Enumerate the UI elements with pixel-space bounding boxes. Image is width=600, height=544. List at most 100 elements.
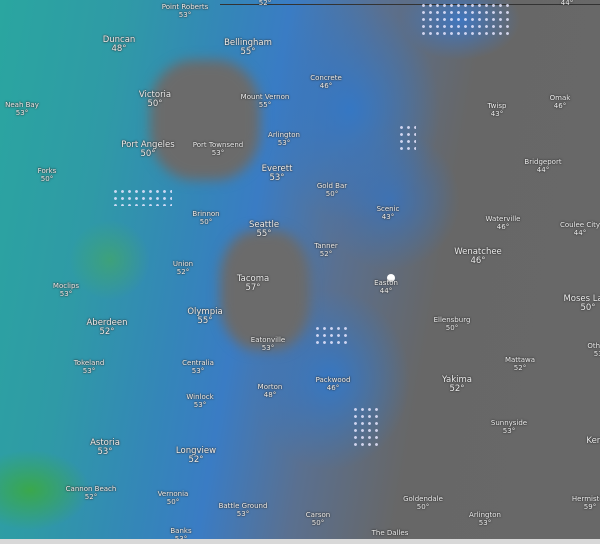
place-label[interactable]: Centralia 53° <box>182 359 214 375</box>
place-label[interactable]: Concrete 46° <box>310 74 342 90</box>
place-label[interactable]: Forks 50° <box>38 167 57 183</box>
place-label[interactable]: The Dalles <box>372 529 409 538</box>
place-name: Astoria <box>90 438 120 448</box>
place-label[interactable]: Scenic 43° <box>377 205 400 221</box>
place-name: Longview <box>175 446 217 456</box>
place-label[interactable]: Carson 50° <box>305 511 331 527</box>
place-temperature: 48° <box>263 390 277 399</box>
place-temperature: 52° <box>176 267 190 276</box>
place-temperature: 50° <box>40 174 54 183</box>
place-name: Arlington <box>469 511 501 519</box>
place-label[interactable]: Bridgeport 44° <box>524 158 561 174</box>
selected-location-marker[interactable] <box>387 274 395 282</box>
place-name: Winlock <box>186 393 214 401</box>
place-temperature: 53° <box>211 148 225 157</box>
place-label[interactable]: Duncan 48° <box>103 35 136 55</box>
place-name: Everett <box>261 164 293 174</box>
place-temperature: 53° <box>269 173 285 184</box>
place-label[interactable]: Packwood 46° <box>316 376 351 392</box>
place-temperature: 53° <box>193 400 207 409</box>
place-label[interactable]: Tacoma 57° <box>237 274 269 294</box>
place-label[interactable]: Point Roberts 53° <box>162 3 208 19</box>
place-name: Banks <box>170 527 192 535</box>
place-label[interactable]: Kenn <box>586 436 600 446</box>
place-name: Seattle <box>248 220 280 230</box>
bottom-bar <box>0 539 600 544</box>
place-temperature: 43° <box>490 109 504 118</box>
place-temperature: 52° <box>449 384 465 395</box>
place-temperature: 46° <box>470 256 486 267</box>
place-label[interactable]: Cannon Beach 52° <box>66 485 117 501</box>
place-label[interactable]: Goldendale 50° <box>403 495 443 511</box>
place-label[interactable]: Morton 48° <box>258 383 283 399</box>
place-label[interactable]: Union 52° <box>173 260 193 276</box>
place-label[interactable]: Arlington 53° <box>268 131 300 147</box>
place-label[interactable]: Omak 46° <box>550 94 571 110</box>
place-name: Carson <box>305 511 331 519</box>
place-temperature: 46° <box>326 383 340 392</box>
place-label[interactable]: Neah Bay 53° <box>5 101 39 117</box>
place-name: Bellingham <box>224 38 272 48</box>
place-temperature: 59° <box>583 502 597 511</box>
place-label[interactable]: Easton 44° <box>374 279 398 295</box>
place-label[interactable]: Twisp 43° <box>488 102 507 118</box>
place-label[interactable]: Mattawa 52° <box>505 356 535 372</box>
place-label[interactable]: Olympia 55° <box>187 307 222 327</box>
place-label[interactable]: Yakima 52° <box>442 375 472 395</box>
place-label[interactable]: Moclips 53° <box>53 282 79 298</box>
place-temperature: 52° <box>258 0 272 7</box>
place-label[interactable]: Banks53° <box>170 527 192 543</box>
place-name: Battle Ground <box>218 502 268 510</box>
place-label[interactable]: Port Angeles 50° <box>121 140 174 160</box>
place-label[interactable]: Mount Vernon 55° <box>241 93 290 109</box>
place-label[interactable]: Seattle 55° <box>248 220 280 240</box>
place-label[interactable]: Sunnyside 53° <box>491 419 527 435</box>
place-label[interactable]: Wenatchee 46° <box>454 247 502 267</box>
place-label[interactable]: Aberdeen 52° <box>86 318 127 338</box>
place-name: Moses Lake <box>563 294 600 304</box>
place-temperature: 53° <box>191 366 205 375</box>
place-label[interactable]: Battle Ground 53° <box>218 502 268 518</box>
place-label[interactable]: Winlock 53° <box>186 393 214 409</box>
place-label[interactable]: Othello53° <box>587 342 600 358</box>
place-label[interactable]: Eatonville 53° <box>251 336 285 352</box>
place-temperature: 53° <box>261 343 275 352</box>
place-label[interactable]: Tanner 52° <box>314 242 337 258</box>
place-label[interactable]: Coulee City 44° <box>559 221 600 237</box>
place-label[interactable]: Bellingham 55° <box>224 38 272 58</box>
place-label[interactable]: Brinnon 50° <box>192 210 219 226</box>
place-label[interactable]: 52° <box>259 0 271 8</box>
place-temperature: 55° <box>256 229 272 240</box>
place-name: Ellensburg <box>433 316 471 324</box>
place-temperature: 46° <box>319 81 333 90</box>
place-label[interactable]: Longview 52° <box>175 446 217 466</box>
place-label[interactable]: Ellensburg 50° <box>433 316 471 332</box>
place-label[interactable]: Vernonia 50° <box>158 490 189 506</box>
place-temperature: 44° <box>573 228 587 237</box>
place-label[interactable]: Port Townsend 53° <box>193 141 243 157</box>
place-label[interactable]: Waterville 46° <box>486 215 521 231</box>
place-temperature: 44° <box>379 286 393 295</box>
place-label[interactable]: Victoria 50° <box>139 90 171 110</box>
place-temperature: 50° <box>166 497 180 506</box>
snow-pattern <box>112 188 172 206</box>
place-label[interactable]: Tokeland 53° <box>74 359 105 375</box>
place-label[interactable]: Arlington 53° <box>469 511 501 527</box>
place-temperature: 46° <box>553 101 567 110</box>
puget-sound-dry-area <box>150 60 260 180</box>
place-label[interactable]: Hermiston59° <box>572 495 600 511</box>
place-label[interactable]: Everett 53° <box>261 164 293 184</box>
place-temperature: 53° <box>502 426 516 435</box>
place-temperature: 53° <box>478 518 492 527</box>
place-temperature: 52° <box>319 249 333 258</box>
place-temperature: 44° <box>560 0 574 7</box>
place-label[interactable]: Astoria 53° <box>90 438 120 458</box>
place-label[interactable]: Moses Lake50° <box>563 294 600 314</box>
place-label[interactable]: Gold Bar 50° <box>317 182 347 198</box>
place-temperature: 53° <box>178 10 192 19</box>
place-temperature: 50° <box>445 323 459 332</box>
place-label[interactable]: Osoyoos44° <box>552 0 582 7</box>
place-name: Coulee City <box>559 221 600 229</box>
place-temperature: 55° <box>197 316 213 327</box>
